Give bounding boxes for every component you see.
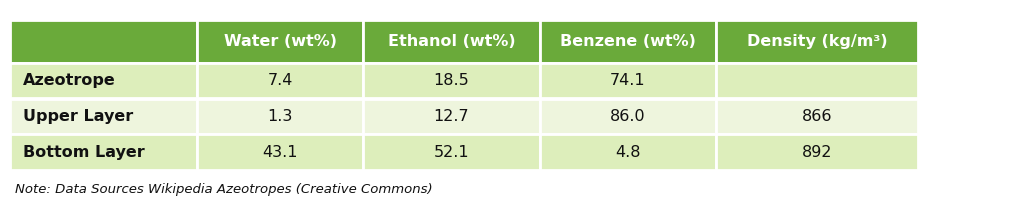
Bar (717, 20, 919, 63)
Text: 1.3: 1.3 (267, 109, 293, 124)
Bar (364, 20, 540, 63)
Bar (540, 63, 717, 98)
Bar (10, 20, 197, 63)
Bar (10, 98, 197, 134)
Text: 4.8: 4.8 (615, 145, 641, 160)
Text: Bottom Layer: Bottom Layer (23, 145, 144, 160)
Bar (717, 134, 919, 170)
Bar (10, 134, 197, 170)
Bar (197, 98, 364, 134)
Bar (364, 134, 540, 170)
Bar (197, 20, 364, 63)
Text: 18.5: 18.5 (433, 73, 469, 88)
Bar (10, 63, 197, 98)
Text: Benzene (wt%): Benzene (wt%) (560, 34, 696, 49)
Text: Density (kg/m³): Density (kg/m³) (746, 34, 888, 49)
Text: 74.1: 74.1 (610, 73, 646, 88)
Text: 86.0: 86.0 (610, 109, 646, 124)
Bar (197, 134, 364, 170)
Text: 12.7: 12.7 (434, 109, 469, 124)
Text: Azeotrope: Azeotrope (23, 73, 116, 88)
Bar (717, 63, 919, 98)
Text: 7.4: 7.4 (267, 73, 293, 88)
Bar (197, 63, 364, 98)
Bar (540, 134, 717, 170)
Text: 52.1: 52.1 (434, 145, 469, 160)
Text: Water (wt%): Water (wt%) (223, 34, 337, 49)
Bar (540, 20, 717, 63)
Text: Ethanol (wt%): Ethanol (wt%) (388, 34, 515, 49)
Bar (364, 98, 540, 134)
Text: 866: 866 (802, 109, 833, 124)
Text: 43.1: 43.1 (262, 145, 298, 160)
Text: 892: 892 (802, 145, 833, 160)
Bar (717, 98, 919, 134)
Bar (540, 98, 717, 134)
Text: Note: Data Sources Wikipedia Azeotropes (Creative Commons): Note: Data Sources Wikipedia Azeotropes … (15, 184, 433, 196)
Text: Upper Layer: Upper Layer (23, 109, 133, 124)
Bar (364, 63, 540, 98)
